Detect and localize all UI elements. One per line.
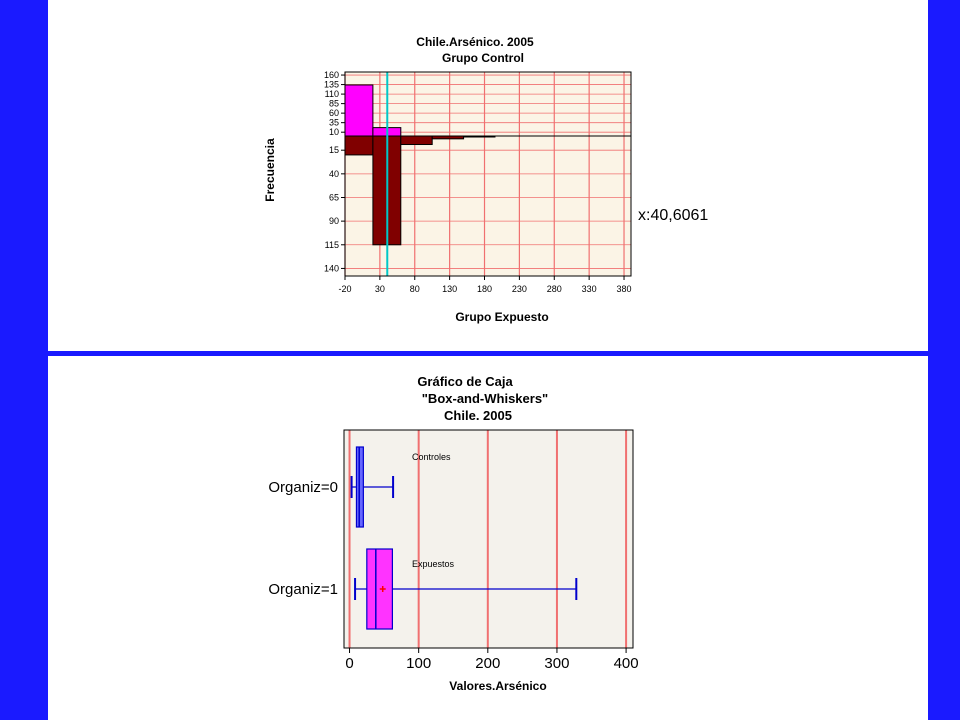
hist-y-tick-label: 160: [324, 70, 339, 80]
hist-y-tick-label: 40: [329, 169, 339, 179]
hist-x-tick-label: 380: [617, 284, 632, 294]
boxplot-chart: Gráfico de Caja "Box-and-Whiskers" Chile…: [268, 374, 639, 693]
hist-y-tick-label: 90: [329, 216, 339, 226]
hist-upper-bar: [344, 84, 374, 137]
hist-x-tick-label: 130: [442, 284, 457, 294]
hist-y-tick-label: 115: [325, 240, 339, 250]
hist-title: Chile.Arsénico. 2005: [416, 35, 534, 49]
box-category-label: Organiz=1: [268, 581, 338, 598]
hist-x-tick-label: 230: [512, 284, 527, 294]
hist-x-tick-label: 80: [410, 284, 420, 294]
box-x-tick-label: 400: [614, 655, 639, 672]
boxplot-panel: Gráfico de Caja "Box-and-Whiskers" Chile…: [48, 356, 928, 720]
hist-y-tick-label: 65: [329, 192, 339, 202]
hist-y-tick-label: 140: [324, 263, 339, 273]
hist-x-tick-label: 180: [477, 284, 492, 294]
hist-lower-bar: [400, 135, 433, 146]
hist-y-tick-label: 35: [329, 118, 339, 128]
box-x-tick-label: 0: [345, 655, 353, 672]
hist-x-tick-label: -20: [338, 284, 351, 294]
hist-subtitle: Grupo Control: [442, 51, 524, 65]
hist-y-tick-label: 10: [329, 127, 339, 137]
hist-ylabel: Frecuencia: [263, 138, 277, 202]
hist-plot-frame: [344, 71, 632, 277]
hist-lower-bar: [344, 135, 374, 156]
hist-y-tick-label: 135: [324, 80, 339, 90]
box-x-tick-label: 300: [544, 655, 569, 672]
hist-lower-bar: [431, 135, 465, 140]
hist-y-tick-label: 110: [325, 89, 339, 99]
hist-lower-bar: [463, 135, 496, 138]
box-x-tick-label: 100: [406, 655, 431, 672]
hist-xlabel: Grupo Expuesto: [455, 310, 548, 324]
box-xlabel: Valores.Arsénico: [449, 679, 546, 693]
box-annotation: Controles: [412, 452, 451, 462]
hist-marker-label: x:40,6061: [638, 207, 708, 224]
histogram-panel: Chile.Arsénico. 2005 Grupo Control Frecu…: [48, 0, 928, 351]
hist-y-tick-label: 15: [329, 145, 339, 155]
box-category-label: Organiz=0: [268, 479, 338, 496]
box-annotation: Expuestos: [412, 559, 455, 569]
hist-x-tick-label: 280: [547, 284, 562, 294]
box-subtitle2: Chile. 2005: [444, 408, 512, 423]
hist-y-tick-label: 60: [329, 108, 339, 118]
hist-x-tick-label: 330: [582, 284, 597, 294]
box-title: Gráfico de Caja: [417, 374, 513, 389]
histogram-chart: Chile.Arsénico. 2005 Grupo Control Frecu…: [263, 35, 708, 324]
box-iqr-rect: [366, 548, 393, 630]
box-x-tick-label: 200: [475, 655, 500, 672]
box-plot-frame: [343, 429, 634, 649]
hist-y-tick-label: 85: [329, 99, 339, 109]
hist-x-tick-label: 30: [375, 284, 385, 294]
box-subtitle: "Box-and-Whiskers": [422, 391, 548, 406]
